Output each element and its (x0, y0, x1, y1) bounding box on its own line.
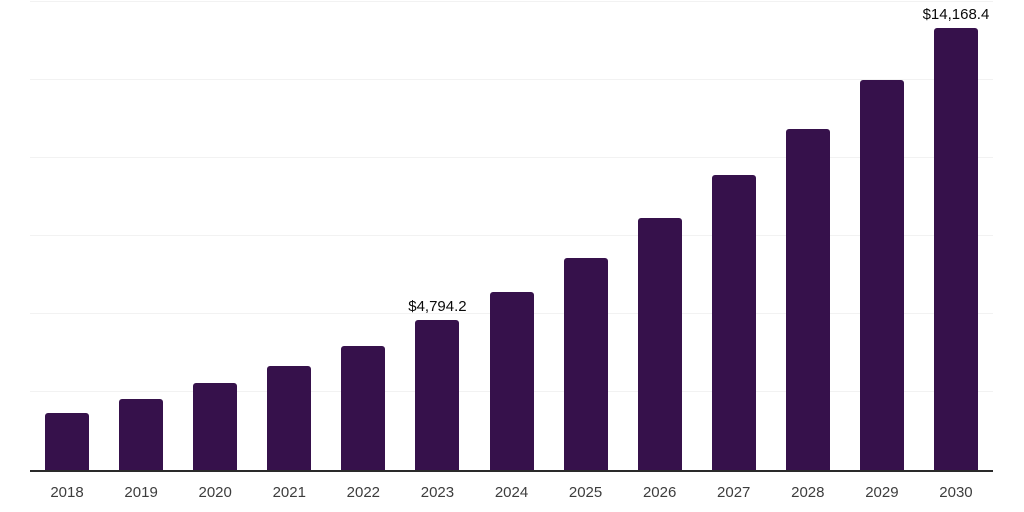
bar-2027 (711, 175, 756, 470)
bar-2025 (563, 257, 608, 470)
data-label-2023: $4,794.2 (408, 298, 467, 316)
bar-2021 (267, 366, 312, 470)
x-tick-label-2024: 2024 (494, 484, 529, 501)
x-axis-labels: 2018 2019 2020 2021 2022 2023 2024 2025 2026 2027… (30, 470, 993, 512)
bar-2019 (119, 399, 164, 470)
x-tick-label-2022: 2022 (346, 484, 381, 501)
gridline (30, 235, 993, 236)
x-tick-label-2026: 2026 (642, 484, 677, 501)
x-tick-label-2027: 2027 (717, 484, 751, 501)
x-tick-label-2020: 2020 (198, 484, 232, 501)
x-tick-label-2029: 2029 (865, 484, 899, 501)
gridline (30, 1, 993, 2)
x-tick-label-2030: 2030 (939, 484, 973, 501)
x-tick-label-2019: 2019 (124, 484, 158, 501)
x-tick-label-2023: 2023 (420, 484, 455, 501)
bar-2030 (933, 27, 978, 470)
plot-area: $4,794.2 $14,168.4 (30, 0, 993, 472)
gridline (30, 157, 993, 158)
bar-2028 (785, 129, 830, 470)
bar-2018 (45, 413, 90, 470)
bar-2024 (489, 291, 534, 470)
x-tick-label-2018: 2018 (50, 484, 84, 501)
data-label-2030: $14,168.4 (922, 5, 990, 23)
x-tick-label-2021: 2021 (272, 484, 306, 501)
x-tick-label-2028: 2028 (791, 484, 825, 501)
bar-2020 (193, 383, 238, 470)
bar-2029 (859, 80, 904, 470)
x-tick-label-2025: 2025 (568, 484, 603, 501)
x-axis-line (30, 470, 993, 472)
bar-2026 (637, 217, 682, 470)
gridline (30, 79, 993, 80)
bar-2022 (341, 345, 386, 470)
bar-2023 (415, 320, 460, 470)
